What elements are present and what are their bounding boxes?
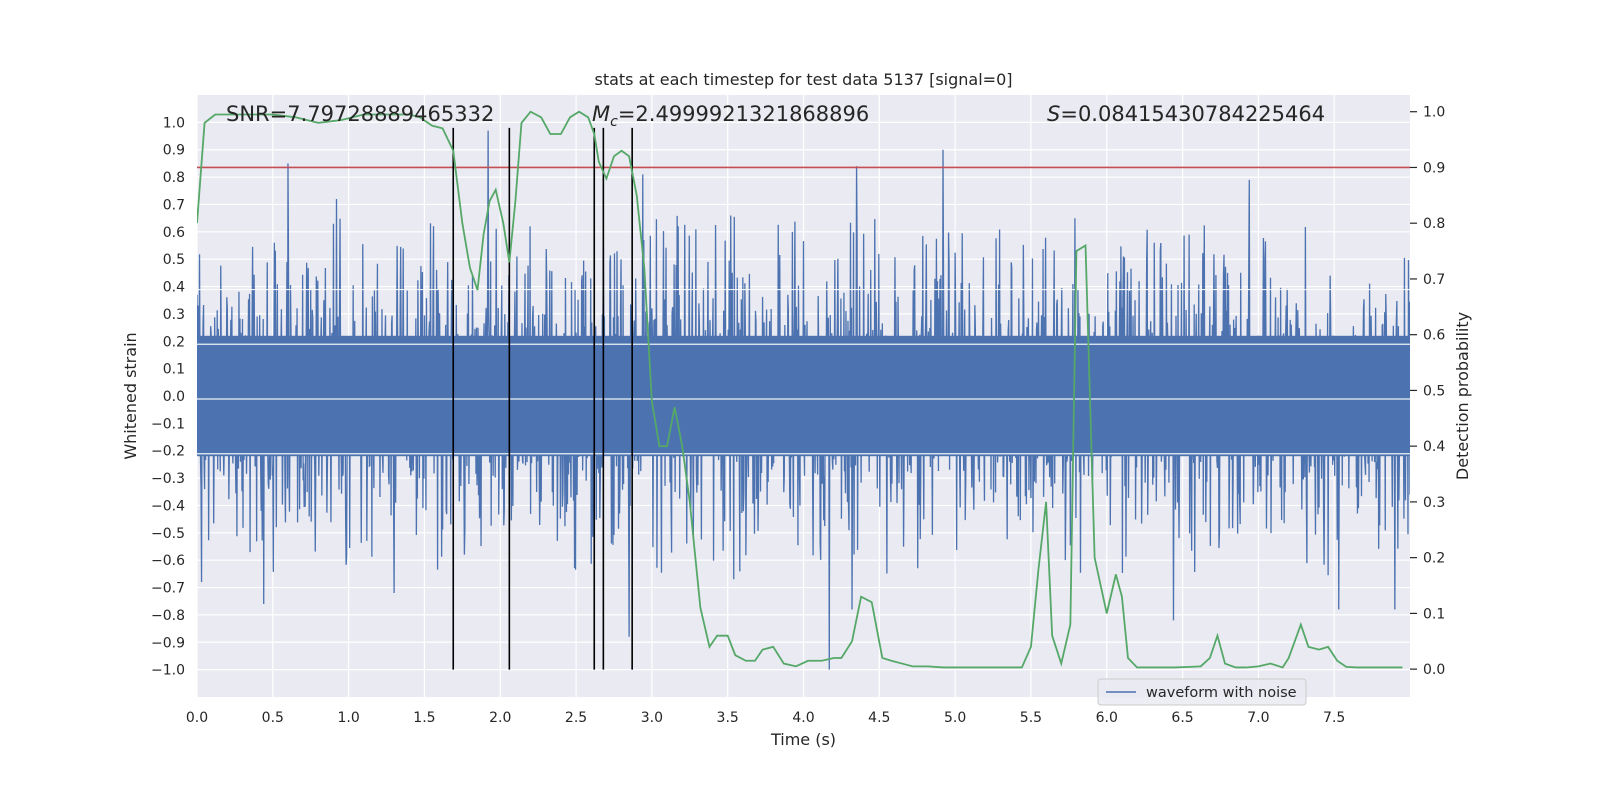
- y-right-tick-label: 0.7: [1423, 272, 1445, 288]
- y-left-tick-label: 0.4: [163, 280, 185, 296]
- overlay-layer: [197, 110, 1410, 670]
- legend-box: [1097, 678, 1307, 706]
- x-axis: 0.0 0.5 1.0 1.5 2.0 2.5 3.0 3.5 4.0 4.5 5.0 5.5 6.0 6…: [186, 710, 1345, 726]
- x-tick-label: 3.0: [641, 710, 663, 726]
- y-left-tick-label: −0.4: [151, 498, 185, 514]
- snr-annotation: SNR=7.79728889465332: [226, 102, 494, 126]
- y-left-tick-label: −0.5: [151, 526, 185, 542]
- waveform-dense-core: [197, 335, 1410, 457]
- y-right-tick-label: 0.3: [1423, 495, 1445, 511]
- chirp-mass-value: =2.4999921321868896: [618, 102, 869, 126]
- y-right-tick-label: 0.8: [1423, 216, 1445, 232]
- y-left-tick-label: 0.6: [163, 225, 185, 241]
- y-left-tick-label: −0.8: [151, 608, 185, 624]
- y-left-tick-label: 1.0: [163, 115, 185, 131]
- detection-probability-line: [197, 110, 1403, 669]
- y-left-tick-label: −0.9: [151, 635, 185, 651]
- y-right-tick-label: 0.4: [1423, 439, 1445, 455]
- y-left-tick-label: 0.5: [163, 252, 185, 268]
- statistic-symbol: S: [1047, 102, 1060, 126]
- y-right-tick-label: 0.1: [1423, 606, 1445, 622]
- x-tick-label: 2.5: [565, 710, 587, 726]
- y-right-tick-label: 0.5: [1423, 383, 1445, 399]
- y-left-tick-label: 0.8: [163, 170, 185, 186]
- statistic-value: =0.08415430784225464: [1060, 102, 1325, 126]
- y-left-tick-label: −1.0: [151, 663, 185, 679]
- x-tick-label: 7.0: [1247, 710, 1269, 726]
- x-tick-label: 0.5: [262, 710, 284, 726]
- y-right-tick-label: 0.9: [1423, 160, 1445, 176]
- x-tick-label: 1.5: [413, 710, 435, 726]
- y-axis-right: 0.0 0.1 0.2 0.3 0.4 0.5 0.6 0.7 0.8 0.9 1.0: [1410, 105, 1445, 678]
- y-right-tick-label: 0.0: [1423, 662, 1445, 678]
- y-left-tick-label: −0.2: [151, 444, 185, 460]
- chirp-mass-symbol: M: [592, 102, 610, 126]
- x-tick-label: 5.5: [1020, 710, 1042, 726]
- y-left-tick-label: 0.9: [163, 143, 185, 159]
- y-axis-right-label: Detection probability: [1453, 312, 1472, 480]
- y-left-tick-label: 0.7: [163, 197, 185, 213]
- x-axis-label: Time (s): [770, 730, 836, 749]
- x-tick-label: 0.0: [186, 710, 208, 726]
- y-left-tick-label: 0.3: [163, 307, 185, 323]
- y-left-tick-label: −0.1: [151, 416, 185, 432]
- y-left-tick-label: 0.1: [163, 362, 185, 378]
- y-right-tick-label: 1.0: [1423, 105, 1445, 121]
- y-axis-left-label: Whitened strain: [121, 332, 140, 459]
- x-tick-label: 4.0: [792, 710, 814, 726]
- x-tick-label: 2.0: [489, 710, 511, 726]
- y-left-tick-label: −0.6: [151, 553, 185, 569]
- y-left-tick-label: −0.7: [151, 581, 185, 597]
- x-tick-label: 1.0: [337, 710, 359, 726]
- x-tick-label: 4.5: [868, 710, 890, 726]
- legend-label: waveform with noise: [1146, 685, 1297, 701]
- y-left-tick-label: −0.3: [151, 471, 185, 487]
- y-axis-left: −1.0 −0.9 −0.8 −0.7 −0.6 −0.5 −0.4 −0.3 −0.2 −0.1…: [151, 115, 185, 678]
- y-right-tick-label: 0.6: [1423, 328, 1445, 344]
- waveform-series: [197, 130, 1410, 670]
- x-tick-label: 3.5: [717, 710, 739, 726]
- y-left-tick-label: 0.2: [163, 334, 185, 350]
- x-tick-label: 7.5: [1323, 710, 1345, 726]
- chirp-mass-subscript: c: [610, 114, 618, 130]
- legend: waveform with noise: [1097, 678, 1307, 706]
- x-tick-label: 5.0: [944, 710, 966, 726]
- x-tick-label: 6.0: [1096, 710, 1118, 726]
- chart-title: stats at each timestep for test data 513…: [594, 70, 1012, 89]
- x-tick-label: 6.5: [1171, 710, 1193, 726]
- y-right-tick-label: 0.2: [1423, 551, 1445, 567]
- chirp-mass-annotation: Mc=2.4999921321868896: [592, 102, 869, 130]
- statistic-annotation: S=0.08415430784225464: [1047, 102, 1325, 126]
- y-left-tick-label: 0.0: [163, 389, 185, 405]
